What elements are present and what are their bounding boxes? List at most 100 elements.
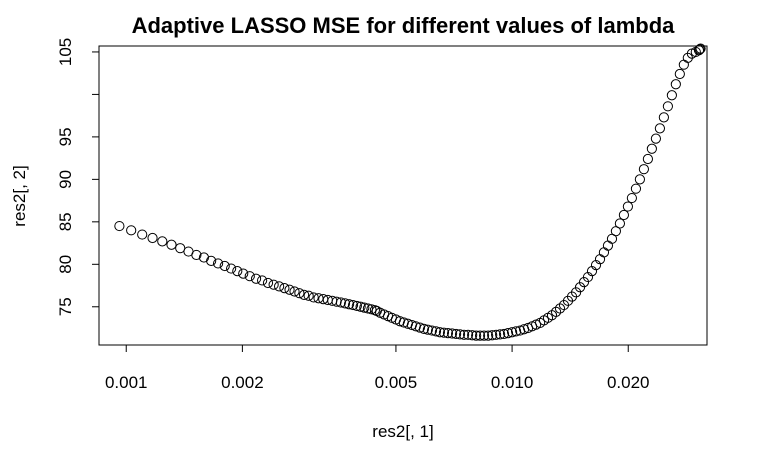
data-point — [351, 300, 362, 312]
data-point — [226, 263, 237, 274]
y-tick-label: 85 — [56, 212, 75, 231]
y-tick-label: 75 — [56, 297, 75, 316]
data-point — [347, 299, 359, 311]
data-point — [642, 153, 654, 165]
x-axis-label: res2[, 1] — [372, 422, 433, 441]
x-tick-label: 0.001 — [105, 373, 148, 392]
data-point — [462, 329, 474, 340]
data-point — [459, 329, 470, 340]
data-point — [442, 328, 454, 339]
data-point — [471, 330, 482, 341]
data-point — [510, 326, 522, 337]
data-points — [114, 43, 706, 341]
data-point — [467, 330, 478, 341]
data-point — [451, 328, 462, 340]
x-tick-label: 0.010 — [491, 373, 534, 392]
data-point — [678, 59, 689, 70]
data-point — [454, 329, 466, 340]
data-point — [268, 279, 279, 290]
data-point — [343, 299, 355, 310]
data-point — [294, 288, 305, 299]
data-point — [666, 90, 677, 101]
data-point — [166, 239, 177, 250]
data-point — [622, 201, 634, 212]
data-point — [602, 240, 614, 251]
data-point — [298, 289, 310, 300]
data-point — [257, 275, 268, 286]
data-point — [506, 327, 518, 338]
x-tick-label: 0.005 — [375, 373, 418, 392]
data-point — [578, 277, 590, 288]
data-point — [654, 123, 666, 134]
data-point — [638, 164, 650, 175]
data-point — [191, 249, 202, 261]
data-point — [422, 324, 433, 335]
data-point — [335, 297, 346, 308]
data-point — [487, 330, 498, 341]
data-point — [406, 319, 418, 331]
data-point — [430, 326, 442, 337]
data-point — [495, 329, 506, 340]
data-point — [331, 296, 342, 307]
data-point — [483, 330, 494, 341]
data-point — [446, 328, 458, 339]
data-point — [478, 330, 490, 341]
data-point — [646, 143, 657, 154]
data-point — [490, 329, 502, 340]
data-point — [284, 284, 295, 295]
data-point — [212, 258, 224, 269]
data-point — [674, 68, 685, 80]
data-point — [614, 218, 626, 229]
y-tick-label: 105 — [56, 38, 75, 66]
data-point — [662, 101, 673, 112]
data-point — [262, 277, 274, 289]
data-point — [114, 220, 125, 232]
data-point — [694, 44, 705, 55]
data-point — [303, 290, 314, 301]
data-point — [630, 183, 642, 194]
data-point — [658, 112, 669, 123]
data-point — [502, 328, 514, 339]
data-point — [308, 292, 319, 303]
x-tick-label: 0.020 — [607, 373, 650, 392]
y-tick-label: 95 — [56, 127, 75, 146]
y-tick-label: 80 — [56, 255, 75, 274]
data-point — [238, 268, 249, 279]
data-point — [418, 323, 430, 334]
data-point — [274, 281, 285, 292]
data-point — [126, 225, 137, 236]
data-point — [394, 316, 406, 327]
data-point — [369, 305, 380, 316]
data-point — [634, 174, 645, 185]
data-point — [695, 43, 706, 54]
data-point — [618, 209, 630, 221]
x-tick-label: 0.002 — [221, 373, 264, 392]
data-point — [147, 232, 158, 244]
data-point — [574, 282, 586, 293]
data-point — [626, 192, 637, 204]
y-axis-label: res2[, 2] — [10, 165, 29, 226]
data-point — [550, 306, 562, 317]
data-point — [289, 286, 300, 297]
data-point — [359, 302, 370, 313]
data-point — [206, 255, 217, 267]
data-point — [554, 303, 566, 314]
data-point — [198, 252, 210, 263]
data-point — [438, 327, 450, 338]
data-point — [693, 45, 705, 56]
plot-frame — [98, 45, 708, 346]
data-point — [232, 265, 243, 277]
data-point — [515, 325, 526, 336]
data-point — [219, 260, 230, 272]
data-point — [414, 322, 426, 333]
y-axis: 75 80 85 90 95 105 — [56, 38, 100, 316]
data-point — [650, 133, 662, 144]
data-point — [474, 330, 486, 341]
data-point — [355, 301, 366, 312]
data-point — [137, 229, 148, 240]
data-point — [498, 328, 510, 340]
data-point — [670, 79, 681, 90]
chart-title: Adaptive LASSO MSE for different values … — [132, 13, 676, 38]
data-point — [570, 287, 582, 298]
